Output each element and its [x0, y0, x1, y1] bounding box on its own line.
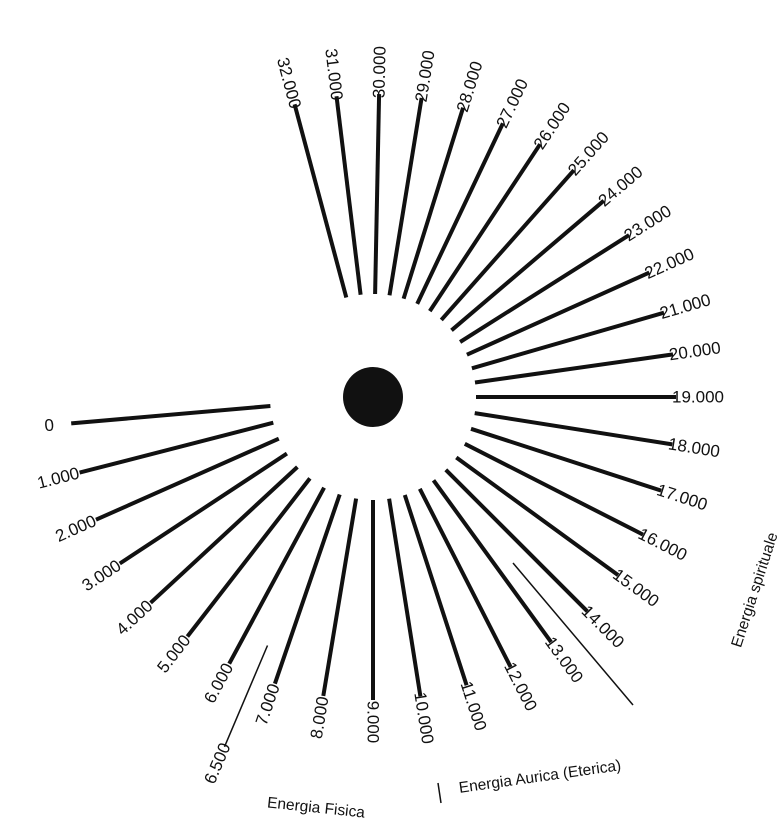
scale-label: 3.000 — [79, 556, 125, 595]
scale-ray — [459, 233, 631, 344]
scale-label: 23.000 — [621, 201, 675, 245]
scale-ray — [474, 411, 673, 447]
scale-label: 2.000 — [53, 511, 100, 546]
scale-label: 15.000 — [609, 565, 662, 611]
scale-label: 1.000 — [35, 464, 81, 493]
scale-label: 16.000 — [635, 524, 690, 565]
scale-ray — [118, 451, 288, 566]
scale-label: 18.000 — [667, 434, 721, 461]
scale-label: 28.000 — [453, 59, 487, 114]
scale-ray — [466, 270, 651, 357]
scale-label: 11.000 — [457, 679, 491, 733]
scale-ray — [401, 107, 466, 300]
scale-label: 5.000 — [153, 631, 194, 676]
scale-label: 24.000 — [595, 162, 647, 210]
scale-ray — [428, 143, 542, 313]
scale-label: 21.000 — [658, 290, 713, 323]
scale-label: 25.000 — [564, 128, 613, 180]
scale-label: 22.000 — [642, 244, 697, 283]
zone-divider-auric-spiritual — [512, 562, 634, 706]
scale-ray — [185, 477, 312, 638]
marker-label-6500: 6.500 — [200, 740, 234, 787]
center-dot — [343, 367, 403, 427]
scale-ray — [387, 97, 424, 296]
scale-label: 31.000 — [321, 47, 346, 101]
scale-label: 12.000 — [500, 659, 541, 714]
scale-label: 29.000 — [412, 49, 439, 103]
scale-ray — [95, 436, 280, 522]
scale-ray — [474, 352, 674, 385]
scale-ray — [321, 498, 359, 697]
scale-ray — [418, 487, 513, 668]
scale-label: 8.000 — [307, 695, 333, 740]
scale-ray — [149, 465, 299, 605]
scale-ray — [387, 498, 423, 697]
scale-label: 19.000 — [672, 388, 724, 407]
scale-label: 10.000 — [410, 691, 437, 745]
scale-ray — [444, 468, 589, 613]
scale-label: 4.000 — [112, 596, 156, 639]
scale-ray — [470, 426, 662, 493]
scale-ray — [334, 95, 363, 296]
scale-ray — [79, 420, 274, 475]
scale-label: 30.000 — [369, 46, 389, 98]
scale-ray — [71, 404, 271, 426]
scale-ray — [463, 442, 644, 537]
scale-label: 32.000 — [273, 56, 305, 111]
zone-label: Energia Aurica (Eterica) — [458, 757, 622, 797]
scale-ray — [431, 479, 553, 644]
scale-label: 6.000 — [200, 660, 237, 706]
zone-label: Energia Fisica — [266, 794, 366, 821]
scale-label: 17.000 — [654, 480, 709, 514]
zone-label: Energia spirituale — [728, 530, 781, 649]
scale-ray — [439, 168, 576, 322]
scale-label: 14.000 — [578, 602, 628, 652]
scale-label: 20.000 — [668, 338, 722, 364]
scale-label: 0 — [44, 415, 55, 435]
scale-ray — [455, 455, 620, 577]
scale-ray — [373, 94, 382, 295]
scale-label: 9.000 — [364, 701, 383, 744]
scale-ray — [402, 494, 469, 686]
scale-label: 7.000 — [252, 681, 284, 727]
scale-ray — [415, 122, 505, 305]
scale-ray — [292, 103, 349, 299]
scale-label: 27.000 — [493, 76, 532, 131]
zone-divider-physical-auric — [437, 782, 442, 804]
scale-label: 26.000 — [530, 99, 575, 153]
scale-ray — [471, 310, 665, 371]
scale-ray — [227, 486, 326, 665]
marker-line-6500 — [223, 645, 269, 748]
scale-ray — [273, 493, 342, 685]
scale-ray — [450, 199, 606, 332]
